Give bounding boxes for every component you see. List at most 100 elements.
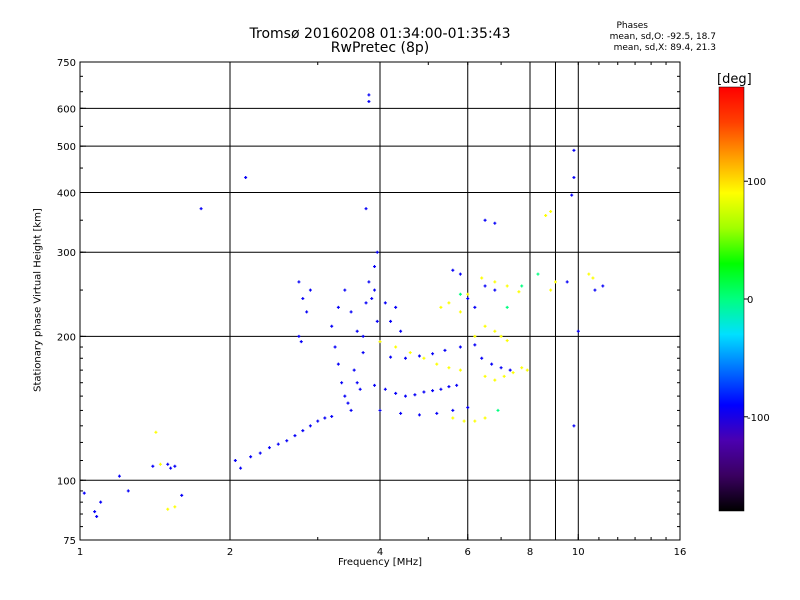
y-tick-label: 400: [57, 188, 76, 199]
echo-point: [525, 368, 529, 372]
echo-point: [308, 424, 312, 428]
echo-point: [378, 340, 382, 344]
echo-points: [82, 93, 605, 518]
echo-point: [536, 272, 540, 276]
echo-point: [336, 362, 340, 366]
echo-point: [473, 419, 477, 423]
echo-point: [451, 416, 455, 420]
echo-point: [570, 193, 574, 197]
echo-point: [451, 268, 455, 272]
echo-point: [417, 354, 421, 358]
echo-point: [151, 464, 155, 468]
echo-point: [493, 288, 497, 292]
echo-point: [549, 288, 553, 292]
colorbar-unit-label: [deg]: [717, 72, 752, 87]
x-tick-label: 8: [527, 547, 533, 558]
echo-point: [505, 339, 509, 343]
echo-point: [233, 458, 237, 462]
echo-point: [483, 218, 487, 222]
echo-point: [483, 416, 487, 420]
echo-point: [154, 430, 158, 434]
echo-point: [466, 405, 470, 409]
echo-point: [455, 383, 459, 387]
colorbar: [deg] 100 0 -100: [717, 72, 770, 512]
echo-point: [587, 272, 591, 276]
echo-point: [358, 387, 362, 391]
echo-point: [508, 368, 512, 372]
echo-point: [364, 301, 368, 305]
echo-point: [299, 340, 303, 344]
echo-point: [343, 288, 347, 292]
echo-point: [330, 324, 334, 328]
echo-point: [267, 446, 271, 450]
echo-point: [483, 324, 487, 328]
echo-point: [258, 451, 262, 455]
echo-point: [158, 462, 162, 466]
echo-point: [403, 394, 407, 398]
echo-point: [297, 280, 301, 284]
echo-point: [305, 310, 309, 314]
echo-point: [505, 284, 509, 288]
echo-point: [447, 385, 451, 389]
echo-point: [375, 319, 379, 323]
echo-point: [549, 210, 553, 214]
echo-point: [447, 301, 451, 305]
x-tick-label: 16: [674, 547, 687, 558]
echo-point: [199, 207, 203, 211]
echo-point: [378, 408, 382, 412]
echo-point: [301, 429, 305, 433]
axis-ticks: 1 2 4 6 8 10 16 75 100 200 300 400 500 600 750: [57, 58, 686, 558]
y-tick-label: 500: [57, 142, 76, 153]
echo-point: [431, 352, 435, 356]
echo-point: [166, 507, 170, 511]
x-tick-label: 2: [227, 547, 233, 558]
echo-point: [117, 474, 121, 478]
echo-point: [361, 334, 365, 338]
echo-point: [367, 280, 371, 284]
echo-point: [439, 305, 443, 309]
echo-point: [544, 214, 548, 218]
echo-point: [458, 345, 462, 349]
echo-point: [169, 466, 173, 470]
echo-point: [483, 374, 487, 378]
echo-point: [462, 419, 466, 423]
echo-point: [520, 366, 524, 370]
echo-point: [408, 351, 412, 355]
echo-point: [435, 362, 439, 366]
echo-point: [483, 284, 487, 288]
echo-point: [473, 334, 477, 338]
echo-point: [126, 489, 130, 493]
echo-point: [572, 424, 576, 428]
echo-point: [417, 413, 421, 417]
echo-point: [490, 362, 494, 366]
echo-point: [180, 493, 184, 497]
echo-point: [244, 175, 248, 179]
echo-point: [517, 290, 521, 294]
echo-point: [249, 455, 253, 459]
echo-point: [520, 284, 524, 288]
echo-point: [431, 389, 435, 393]
echo-point: [458, 292, 462, 296]
echo-point: [499, 366, 503, 370]
echo-point: [364, 207, 368, 211]
echo-point: [297, 334, 301, 338]
echo-point: [447, 366, 451, 370]
y-tick-label: 600: [57, 104, 76, 115]
echo-point: [553, 280, 557, 284]
echo-point: [493, 280, 497, 284]
echo-point: [399, 411, 403, 415]
echo-point: [394, 345, 398, 349]
echo-point: [394, 305, 398, 309]
echo-point: [473, 343, 477, 347]
echo-point: [480, 356, 484, 360]
echo-point: [496, 408, 500, 412]
echo-point: [93, 510, 97, 514]
echo-point: [95, 514, 99, 518]
echo-point: [572, 175, 576, 179]
y-tick-label: 75: [63, 536, 76, 547]
echo-point: [173, 464, 177, 468]
echo-point: [333, 345, 337, 349]
y-tick-label: 200: [57, 332, 76, 343]
echo-point: [99, 500, 103, 504]
